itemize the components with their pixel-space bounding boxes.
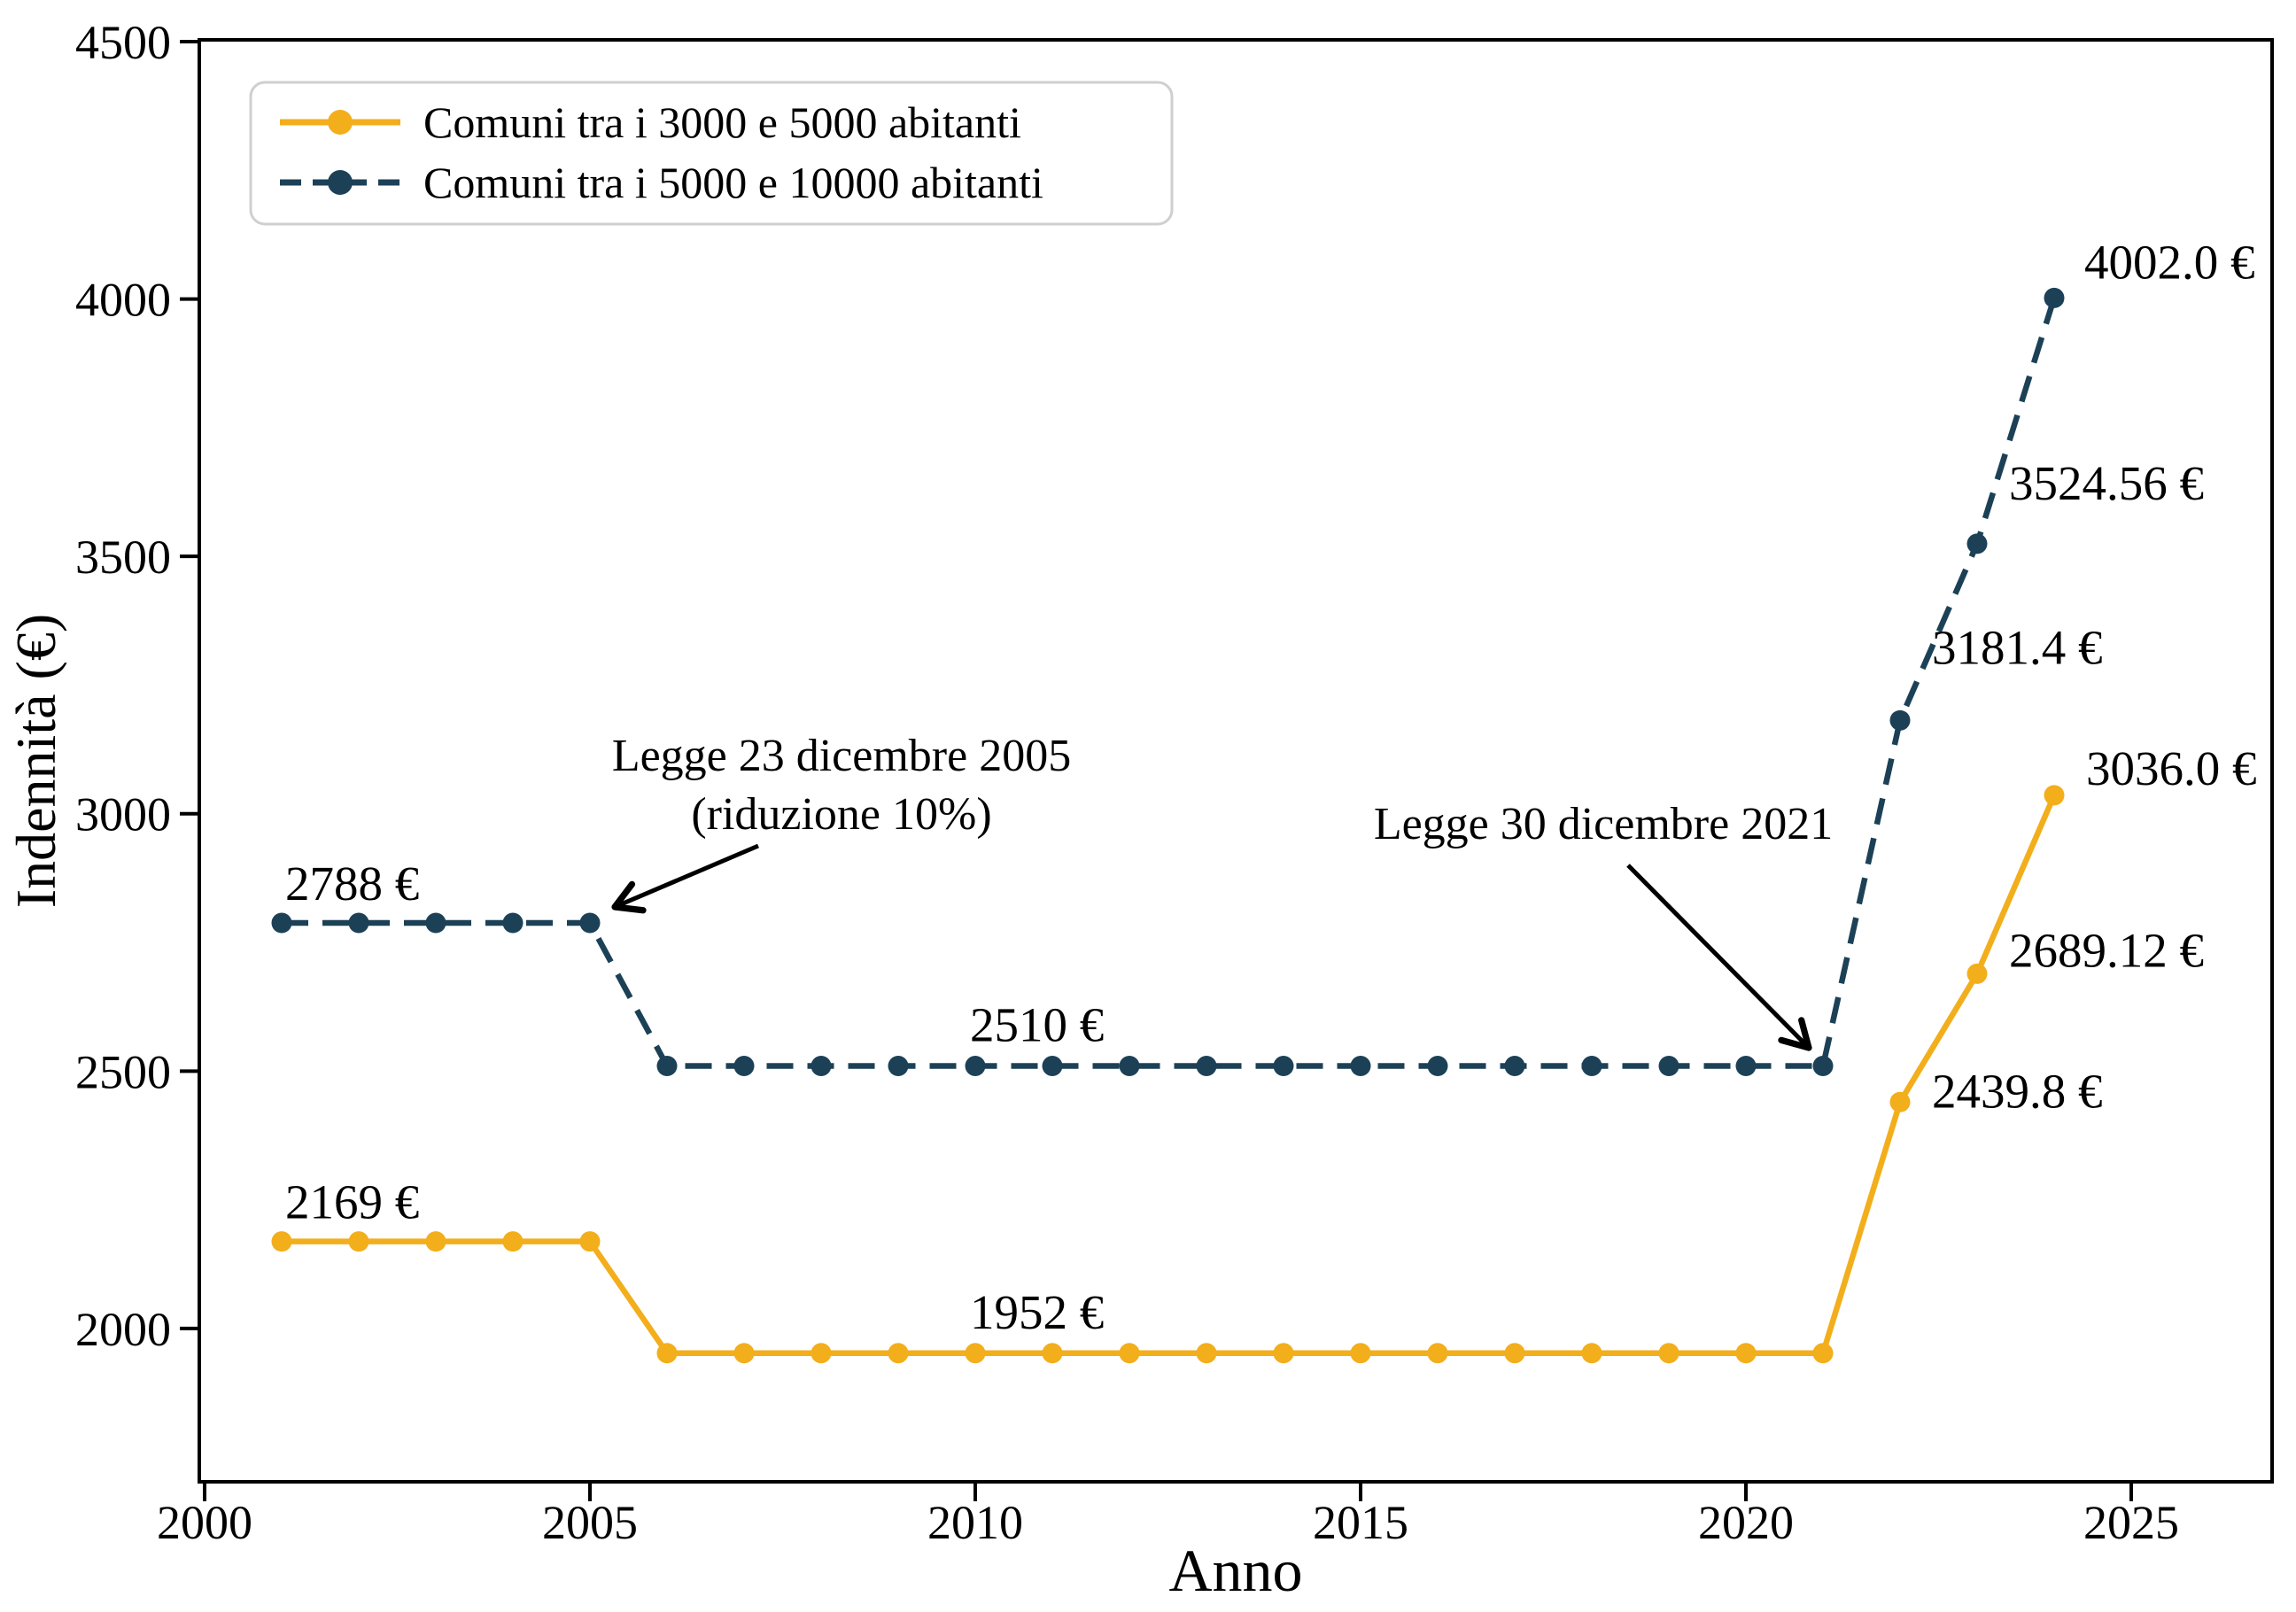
y-tick-label: 4500 — [75, 16, 171, 69]
data-point-s0-2018 — [1581, 1343, 1602, 1364]
data-point-s1-2004 — [502, 912, 524, 934]
data-point-s1-2019 — [1658, 1056, 1679, 1077]
data-point-s0-2019 — [1658, 1343, 1679, 1364]
data-point-s1-2015 — [1350, 1056, 1371, 1077]
data-point-s0-2020 — [1735, 1343, 1757, 1364]
data-point-s1-2022 — [1889, 709, 1911, 731]
data-point-s1-2024 — [2044, 287, 2065, 308]
value-label: 4002.0 € — [2084, 235, 2255, 289]
data-point-s0-2011 — [1042, 1343, 1063, 1364]
data-point-s1-2010 — [965, 1056, 986, 1077]
data-point-s0-2006 — [656, 1343, 678, 1364]
data-point-s1-2011 — [1042, 1056, 1063, 1077]
data-point-s1-2002 — [348, 912, 369, 934]
legend-box — [249, 81, 1174, 226]
annotation-text-0: (riduzione 10%) — [691, 789, 991, 840]
value-label: 3524.56 € — [2009, 456, 2204, 510]
data-point-s0-2010 — [965, 1343, 986, 1364]
x-tick-label: 2025 — [2083, 1496, 2179, 1549]
series-line-1 — [282, 297, 2058, 1069]
value-label: 2788 € — [285, 856, 419, 911]
x-tick-label: 2010 — [927, 1496, 1023, 1549]
data-point-s1-2006 — [656, 1056, 678, 1077]
data-point-s0-2007 — [733, 1343, 755, 1364]
value-label: 2689.12 € — [2009, 923, 2204, 977]
y-tick-label: 3000 — [75, 788, 171, 841]
value-label: 3036.0 € — [2086, 741, 2257, 795]
legend-marker-0 — [328, 110, 353, 135]
value-label: 2439.8 € — [1932, 1064, 2103, 1118]
data-point-s0-2023 — [1966, 963, 1988, 984]
data-point-s0-2002 — [348, 1231, 369, 1252]
data-point-s1-2003 — [425, 912, 446, 934]
data-point-s0-2017 — [1504, 1343, 1525, 1364]
data-point-s1-2016 — [1427, 1056, 1448, 1077]
data-point-s1-2012 — [1119, 1056, 1140, 1077]
value-label: 2510 € — [970, 998, 1104, 1052]
data-point-s0-2008 — [811, 1343, 832, 1364]
x-tick-label: 2015 — [1313, 1496, 1408, 1549]
data-point-s0-2004 — [502, 1231, 524, 1252]
y-tick-label: 3500 — [75, 531, 171, 584]
legend-label-1: Comuni tra i 5000 e 10000 abitanti — [423, 158, 1043, 207]
x-tick-label: 2000 — [157, 1496, 252, 1549]
y-tick-label: 2500 — [75, 1045, 171, 1098]
data-point-s1-2007 — [733, 1056, 755, 1077]
data-point-s0-2021 — [1812, 1343, 1834, 1364]
legend-label-0: Comuni tra i 3000 e 5000 abitanti — [423, 97, 1021, 147]
data-point-s1-2005 — [579, 912, 601, 934]
y-tick-label: 4000 — [75, 274, 171, 327]
data-point-s0-2016 — [1427, 1343, 1448, 1364]
value-label: 3181.4 € — [1932, 620, 2103, 674]
data-point-s0-2015 — [1350, 1343, 1371, 1364]
data-point-s1-2017 — [1504, 1056, 1525, 1077]
y-axis-label: Indennità (€) — [4, 614, 67, 908]
data-point-s0-2003 — [425, 1231, 446, 1252]
data-point-s0-2012 — [1119, 1343, 1140, 1364]
data-point-s0-2022 — [1889, 1091, 1911, 1112]
data-point-s0-2001 — [271, 1231, 292, 1252]
data-point-s0-2009 — [888, 1343, 909, 1364]
x-tick-label: 2005 — [542, 1496, 638, 1549]
data-point-s1-2023 — [1966, 533, 1988, 554]
data-point-s0-2024 — [2044, 785, 2065, 806]
data-point-s1-2020 — [1735, 1056, 1757, 1077]
data-point-s1-2013 — [1196, 1056, 1217, 1077]
data-point-s1-2018 — [1581, 1056, 1602, 1077]
data-point-s0-2005 — [579, 1231, 601, 1252]
data-point-s1-2014 — [1273, 1056, 1294, 1077]
y-tick-label: 2000 — [75, 1303, 171, 1356]
data-point-s1-2009 — [888, 1056, 909, 1077]
legend-marker-1 — [328, 170, 353, 195]
x-tick-label: 2020 — [1698, 1496, 1794, 1549]
value-label: 1952 € — [970, 1285, 1104, 1339]
plot-border — [198, 38, 2274, 1484]
data-point-s1-2008 — [811, 1056, 832, 1077]
annotation-text-1: Legge 30 dicembre 2021 — [1374, 799, 1833, 849]
data-point-s1-2021 — [1812, 1056, 1834, 1077]
annotation-arrow-0 — [611, 843, 759, 914]
data-point-s1-2001 — [271, 912, 292, 934]
x-axis-label: Anno — [1168, 1537, 1302, 1604]
value-label: 2169 € — [285, 1175, 419, 1229]
annotation-arrow-1 — [1626, 864, 1812, 1051]
series-line-0 — [282, 794, 2057, 1357]
data-point-s0-2014 — [1273, 1343, 1294, 1364]
data-point-s0-2013 — [1196, 1343, 1217, 1364]
annotation-text-0: Legge 23 dicembre 2005 — [612, 731, 1071, 781]
